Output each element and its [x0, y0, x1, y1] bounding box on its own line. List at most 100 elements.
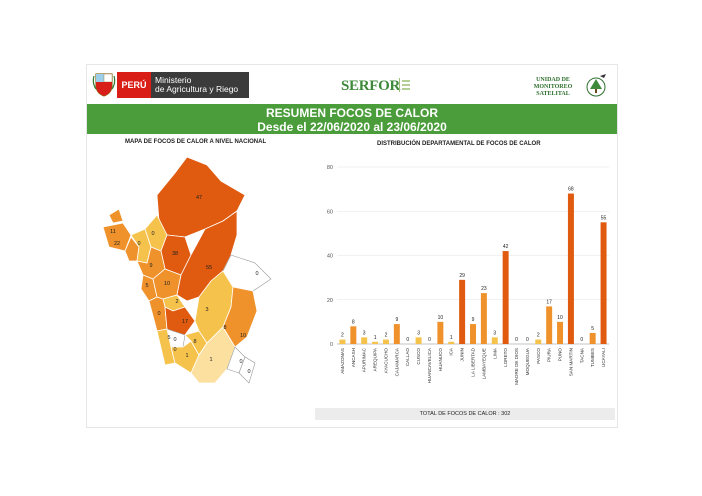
unidad-line1: UNIDAD DE [536, 77, 570, 83]
category-label: CUSCO [416, 348, 421, 365]
map-label: 9 [149, 263, 152, 269]
report-sheet: PERÚ Ministerio de Agricultura y Riego S… [86, 64, 618, 428]
category-label: APURIMAC [362, 347, 367, 372]
unidad-monitoreo-label: UNIDAD DE MONITOREO SATELITAL [530, 77, 576, 98]
category-label: AMAZONAS [340, 348, 345, 374]
bar-value-label: 0 [526, 337, 529, 343]
y-tick-label: 80 [327, 165, 333, 171]
category-label: UCAYALI [601, 348, 606, 367]
map-label: 11 [110, 229, 116, 235]
title-banner: RESUMEN FOCOS DE CALOR Desde el 22/06/20… [87, 104, 617, 134]
category-label: MADRE DE DIOS [514, 348, 519, 385]
bar [567, 193, 574, 344]
bar-value-label: 2 [385, 333, 388, 339]
map-title: MAPA DE FOCOS DE CALOR A NIVEL NACIONAL [125, 139, 267, 145]
map-label: 0 [239, 359, 242, 365]
category-label: ANCASH [351, 348, 356, 367]
bar-chart: 0204060802AMAZONAS8ANCASH3APURIMAC1AREQU… [327, 165, 609, 385]
category-label: JUNIN [460, 348, 465, 362]
header-logos: PERÚ Ministerio de Agricultura y Riego S… [87, 65, 617, 103]
bar-value-label: 42 [503, 244, 509, 250]
bar-value-label: 10 [438, 315, 444, 321]
category-label: CAJAMARCA [394, 347, 399, 376]
map-label: 8 [223, 325, 226, 331]
category-label: LIMA [492, 347, 497, 359]
ministry-label: Ministerio de Agricultura y Riego [151, 72, 249, 98]
category-label: LA LIBERTAD [471, 347, 476, 376]
bar [415, 337, 422, 344]
map-label: 0 [173, 347, 176, 353]
y-tick-label: 0 [330, 342, 333, 348]
bar-value-label: 0 [428, 337, 431, 343]
bar [491, 337, 498, 344]
bar [350, 326, 357, 344]
bar-value-label: 2 [537, 333, 540, 339]
category-label: TACNA [579, 347, 584, 363]
region-tacna [238, 356, 256, 384]
category-label: HUANCAVELICA [427, 347, 432, 383]
bar-value-label: 68 [568, 187, 574, 193]
ministry-line1: Ministerio [155, 75, 192, 85]
peru-heat-map: 47 11 22 0 0 38 9 5 10 2 0 55 3 5 0 17 1… [102, 156, 272, 384]
bar [361, 337, 368, 344]
map-label: 1 [209, 357, 212, 363]
bar-value-label: 0 [580, 337, 583, 343]
map-label: 47 [196, 195, 202, 201]
category-label: AYACUCHO [383, 348, 388, 374]
bar-value-label: 55 [601, 215, 607, 221]
bar [600, 222, 607, 344]
map-label: 0 [173, 337, 176, 343]
region-puno [222, 286, 258, 348]
y-tick-label: 40 [327, 254, 333, 260]
map-label: 0 [137, 241, 140, 247]
category-label: TUMBES [590, 348, 595, 367]
bar-value-label: 9 [395, 317, 398, 323]
serfor-logo: SERFOR [341, 78, 401, 94]
map-label: 5 [167, 335, 170, 341]
map-label: 0 [151, 231, 154, 237]
bar-value-label: 1 [450, 335, 453, 341]
y-tick-label: 60 [327, 209, 333, 215]
map-label: 0 [255, 271, 258, 277]
map-label: 5 [145, 283, 148, 289]
map-label: 0 [247, 369, 250, 375]
bar [589, 332, 596, 344]
bar-value-label: 3 [363, 330, 366, 336]
bar [448, 341, 455, 344]
category-label: MOQUEGUA [525, 347, 530, 375]
total-label: TOTAL DE FOCOS DE CALOR : 302 [315, 408, 615, 420]
serfor-tagline-icon [399, 78, 412, 92]
map-label: 3 [205, 307, 208, 313]
map-label: 10 [240, 333, 246, 339]
bar-value-label: 17 [546, 299, 552, 305]
y-tick-label: 20 [327, 298, 333, 304]
banner-title: RESUMEN FOCOS DE CALOR [265, 106, 438, 120]
bar-value-label: 10 [557, 315, 563, 321]
bar [557, 321, 564, 344]
category-label: HUANUCO [438, 348, 443, 372]
map-label: 22 [114, 241, 120, 247]
bar-value-label: 9 [472, 317, 475, 323]
category-label: CALLAO [405, 348, 410, 367]
bar-value-label: 1 [374, 335, 377, 341]
bar [502, 251, 509, 344]
bar [535, 339, 542, 344]
category-label: LORETO [503, 348, 508, 367]
chart-title: DISTRIBUCIÓN DEPARTAMENTAL DE FOCOS DE C… [377, 141, 541, 147]
map-label: 38 [172, 251, 178, 257]
bar-value-label: 5 [591, 326, 594, 332]
unidad-line3: SATELITAL [536, 91, 570, 97]
bar [470, 324, 476, 344]
bar [546, 306, 553, 344]
bar [372, 341, 379, 344]
bar-value-label: 23 [481, 286, 487, 292]
category-label: LAMBAYEQUE [481, 348, 486, 379]
category-label: SAN MARTIN [568, 348, 573, 376]
bar [339, 339, 346, 344]
map-label: 8 [193, 339, 196, 345]
category-label: AREQUIPA [373, 347, 378, 371]
region-tumbes [108, 208, 124, 224]
peru-shield-icon [92, 73, 116, 97]
category-label: PIURA [547, 347, 552, 362]
bar [393, 324, 400, 344]
